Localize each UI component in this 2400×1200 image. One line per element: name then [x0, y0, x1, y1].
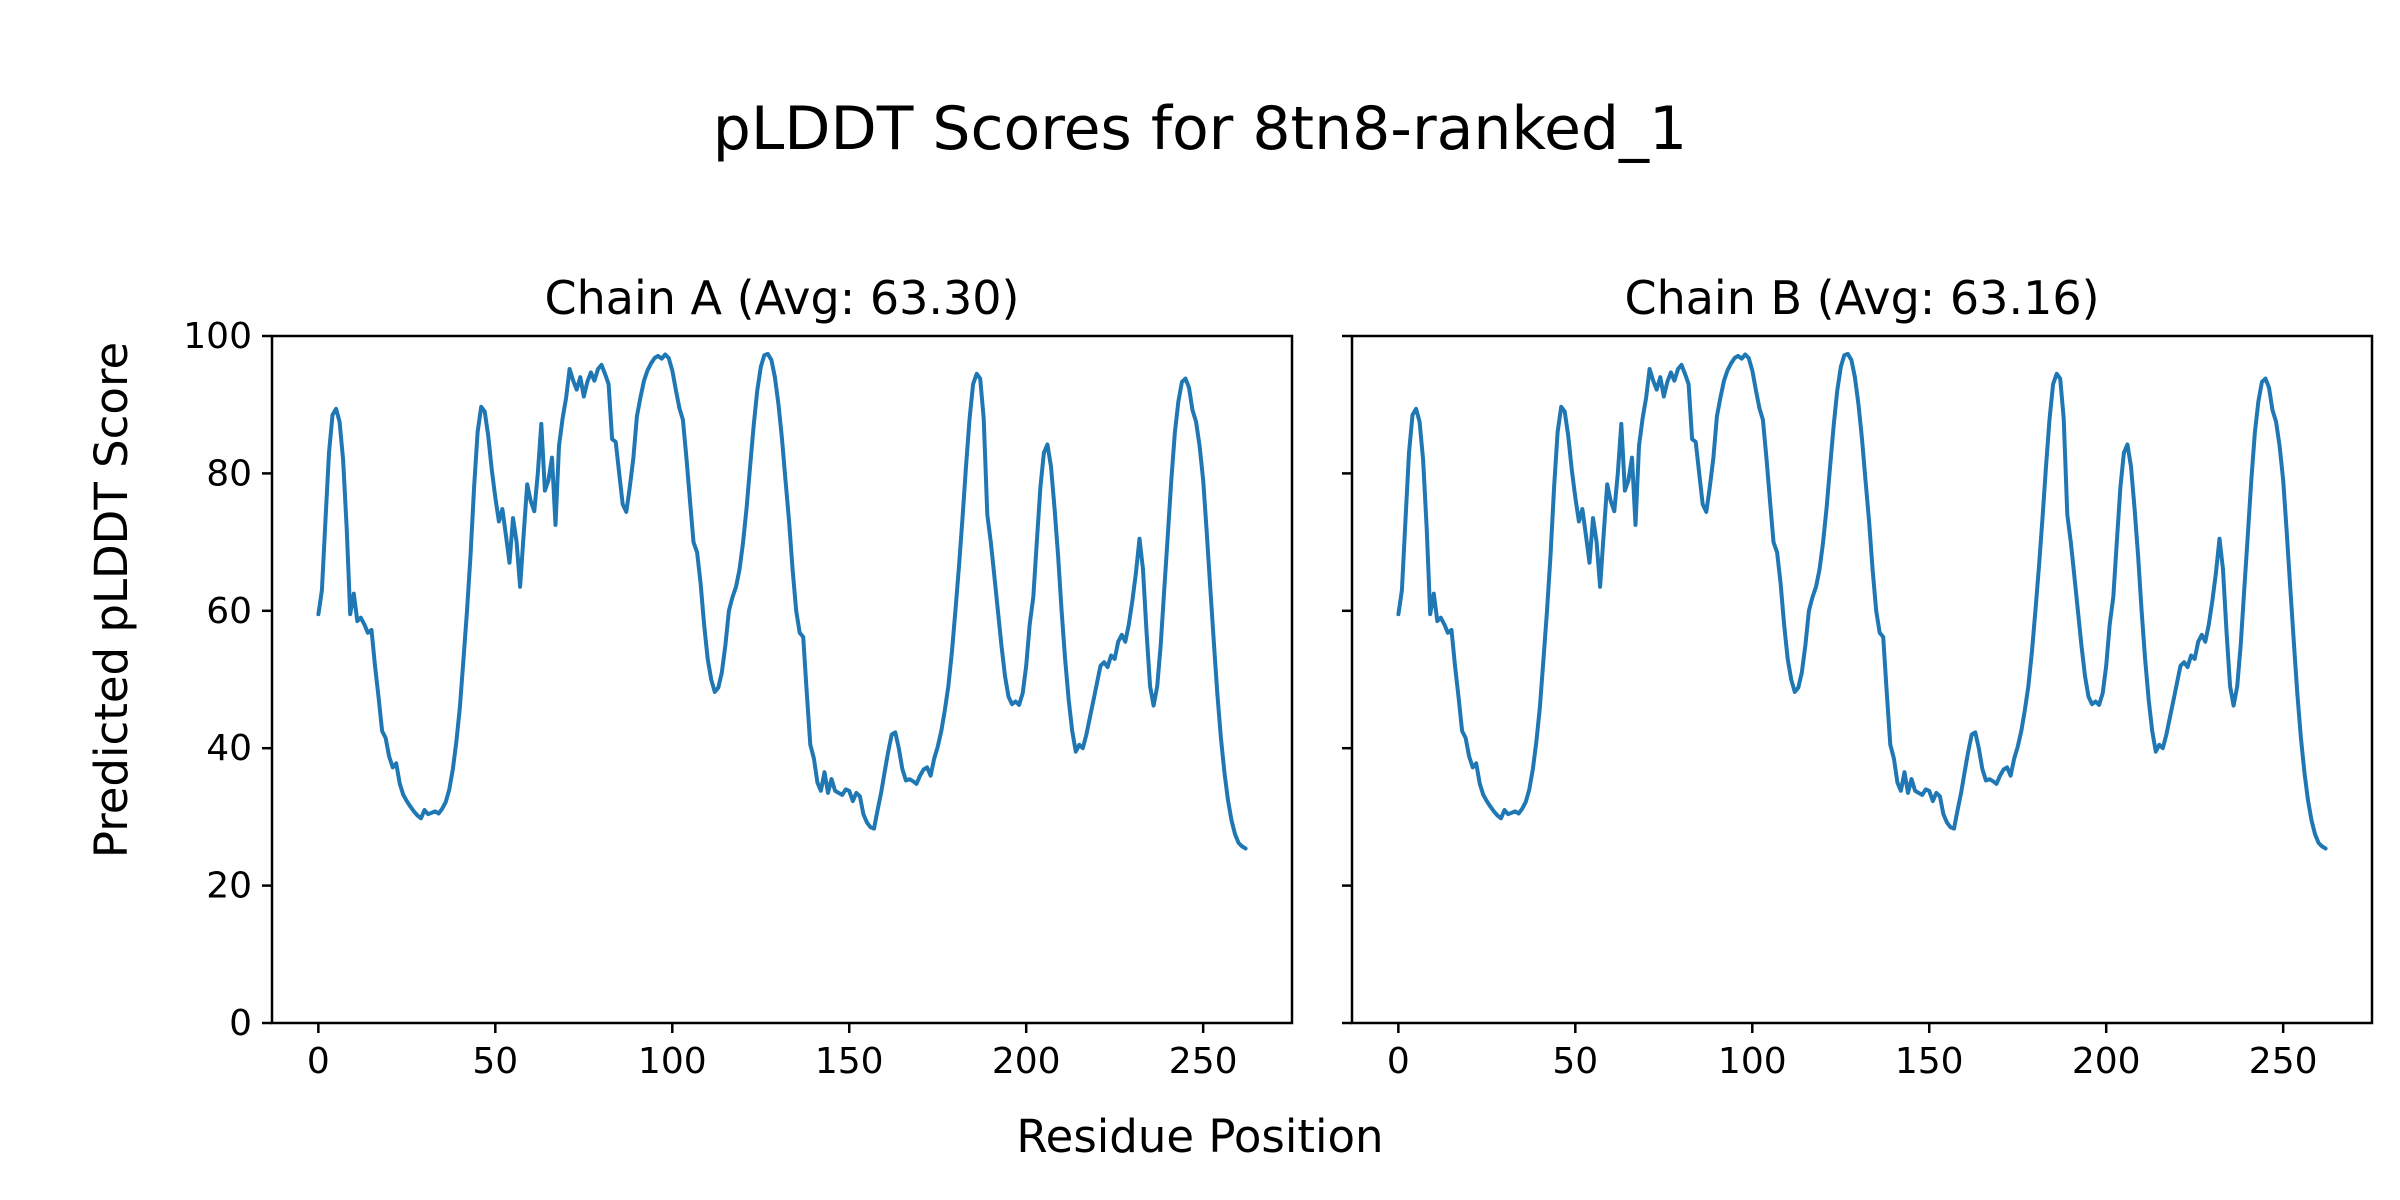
x-tick-label: 50	[472, 1041, 518, 1082]
x-tick-label: 0	[1387, 1041, 1410, 1082]
axes-frame	[270, 334, 1294, 1025]
x-axis-label: Residue Position	[1016, 1110, 1383, 1163]
chain-a-axes: 0 50 100 150 200 250 0 20 40 60 80 100	[183, 316, 1294, 1082]
y-tick-label: 80	[206, 453, 252, 494]
axes-root: 0 50 100 150 200 250 0 20 40 60 80 100 0 50 100 150 200 2…	[183, 316, 2374, 1082]
y-tick-label: 40	[206, 728, 252, 769]
chain-b-axes: 0 50 100 150 200 250	[1342, 334, 2374, 1082]
x-tick-label: 200	[2072, 1041, 2141, 1082]
figure-title: pLDDT Scores for 8tn8-ranked_1	[713, 94, 1687, 164]
chain-b-subplot-title: Chain B (Avg: 63.16)	[1624, 271, 2099, 325]
x-tick-label: 0	[307, 1041, 330, 1082]
chain-b-plddt-line	[1396, 351, 2328, 851]
x-tick-label: 150	[815, 1041, 884, 1082]
x-tick-label: 150	[1895, 1041, 1964, 1082]
x-tick-label: 250	[1169, 1041, 1238, 1082]
x-tick-label: 100	[1718, 1041, 1787, 1082]
x-tick-label: 250	[2249, 1041, 2318, 1082]
axes-frame	[1350, 334, 2374, 1025]
y-tick-label: 60	[206, 591, 252, 632]
x-tick-label: 50	[1552, 1041, 1598, 1082]
chain-a-plddt-line	[316, 351, 1248, 851]
y-tick-label: 100	[183, 316, 252, 357]
x-tick-label: 100	[638, 1041, 707, 1082]
chain-a-subplot-title: Chain A (Avg: 63.30)	[544, 271, 1019, 325]
y-axis-label: Predicted pLDDT Score	[85, 342, 138, 858]
x-tick-label: 200	[992, 1041, 1061, 1082]
y-tick-label: 20	[206, 866, 252, 907]
y-tick-label: 0	[229, 1003, 252, 1044]
